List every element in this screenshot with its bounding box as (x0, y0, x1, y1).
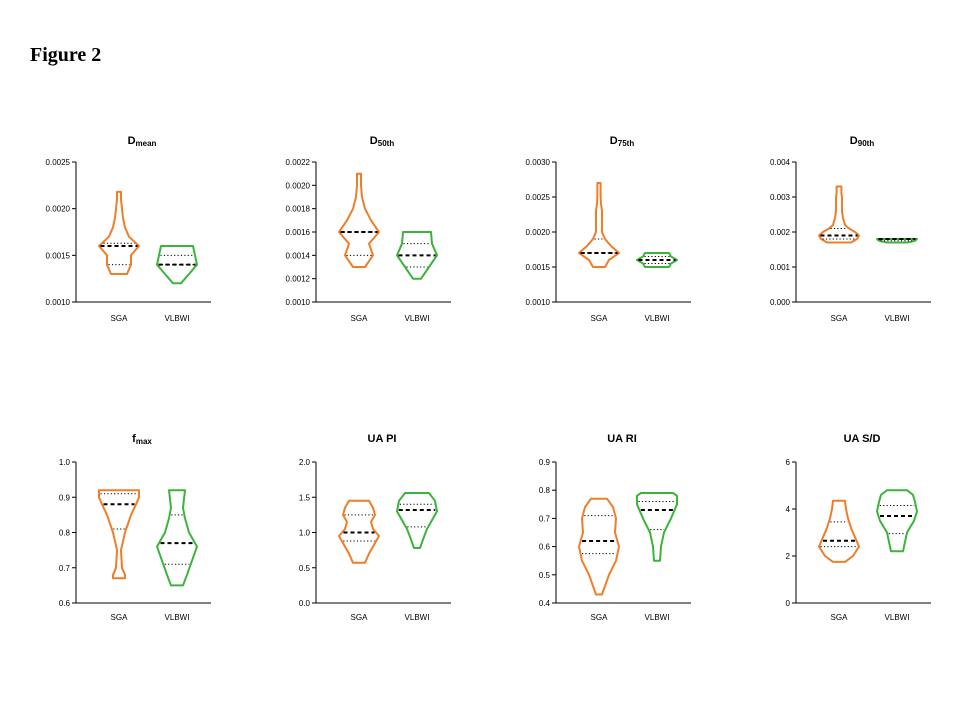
x-tick-label: SGA (351, 314, 369, 323)
chart-panel-2: D50th 0.0010 0.0012 0.0014 0.0016 0.0018 0.002… (286, 135, 451, 323)
x-tick-label: SGA (591, 314, 609, 323)
y-tick-label: 0.0010 (46, 298, 71, 307)
violin-sga (98, 190, 140, 275)
violin-sga (578, 182, 620, 268)
y-tick-label: 0.6 (59, 599, 71, 608)
violin-sga (818, 499, 860, 563)
chart-title: D75th (610, 135, 635, 148)
y-tick-label: 1.5 (299, 493, 311, 502)
y-tick-label: 0.0020 (526, 228, 551, 237)
chart-panel-5: fmax 0.6 0.7 0.8 0.9 1.0 SGA VLBWI (59, 433, 211, 622)
figure-title: Figure 2 (30, 44, 102, 66)
x-tick-label: VLBWI (645, 314, 670, 323)
y-tick-label: 0.0010 (526, 298, 551, 307)
y-tick-label: 0.0010 (286, 298, 311, 307)
violin-vlbwi (156, 245, 198, 285)
x-tick-label: SGA (591, 613, 609, 622)
y-tick-label: 0.0014 (286, 251, 311, 260)
y-tick-label: 0.7 (539, 514, 551, 523)
y-tick-label: 0.5 (539, 571, 551, 580)
y-tick-label: 0.0020 (286, 181, 311, 190)
y-tick-label: 4 (786, 505, 791, 514)
y-tick-label: 0.0030 (526, 158, 551, 167)
chart-panel-4: D90th 0.000 0.001 0.002 0.003 0.004 SGA VLBWI (770, 135, 931, 323)
y-tick-label: 0.8 (59, 529, 71, 538)
y-tick-label: 0.0012 (286, 275, 311, 284)
y-tick-label: 2.0 (299, 458, 311, 467)
chart-title-subscript: 75th (618, 139, 635, 148)
x-tick-label: VLBWI (885, 314, 910, 323)
x-tick-label: SGA (351, 613, 369, 622)
violin-vlbwi (396, 231, 438, 280)
y-tick-label: 1.0 (59, 458, 71, 467)
chart-panel-6: UA PI 0.0 0.5 1.0 1.5 2.0 SGA VLBWI (299, 433, 451, 622)
y-tick-label: 0.0022 (286, 158, 311, 167)
y-tick-label: 0.0015 (46, 251, 71, 260)
chart-panel-1: Dmean 0.0010 0.0015 0.0020 0.0025 SGA VLBWI (46, 135, 211, 323)
chart-title-subscript: mean (136, 139, 157, 148)
violin-vlbwi (156, 489, 198, 587)
chart-title: UA PI (368, 433, 397, 445)
y-tick-label: 0.9 (539, 458, 551, 467)
x-tick-label: SGA (831, 314, 849, 323)
y-tick-label: 0.002 (770, 228, 791, 237)
y-tick-label: 0 (786, 599, 791, 608)
y-tick-label: 0.8 (539, 486, 551, 495)
x-tick-label: VLBWI (645, 613, 670, 622)
chart-title: D50th (370, 135, 395, 148)
y-tick-label: 0.0018 (286, 205, 311, 214)
violin-sga (338, 172, 380, 268)
x-tick-label: SGA (111, 314, 129, 323)
violin-vlbwi (876, 238, 918, 244)
x-tick-label: VLBWI (405, 314, 430, 323)
x-tick-label: SGA (111, 613, 129, 622)
y-tick-label: 0.0025 (46, 158, 71, 167)
chart-panel-8: UA S/D 0 2 4 6 SGA VLBWI (786, 433, 931, 622)
violin-vlbwi (636, 252, 678, 268)
y-tick-label: 0.0016 (286, 228, 311, 237)
y-tick-label: 2 (786, 552, 791, 561)
x-tick-label: VLBWI (405, 613, 430, 622)
chart-title: D90th (850, 135, 875, 148)
y-tick-label: 6 (786, 458, 791, 467)
y-tick-label: 0.001 (770, 263, 791, 272)
violin-vlbwi (876, 489, 918, 553)
chart-title: fmax (132, 433, 152, 446)
y-tick-label: 0.4 (539, 599, 551, 608)
chart-panel-3: D75th 0.0010 0.0015 0.0020 0.0025 0.0030 SGA VL… (526, 135, 691, 323)
y-tick-label: 0.0025 (526, 193, 551, 202)
chart-title: Dmean (128, 135, 157, 148)
chart-title-subscript: max (136, 437, 153, 446)
y-tick-label: 0.7 (59, 564, 71, 573)
y-tick-label: 0.004 (770, 158, 791, 167)
violin-vlbwi (636, 492, 678, 562)
y-tick-label: 0.0015 (526, 263, 551, 272)
chart-title: UA S/D (844, 433, 881, 445)
violin-vlbwi (396, 492, 438, 549)
chart-title: UA RI (607, 433, 637, 445)
y-tick-label: 1.0 (299, 529, 311, 538)
chart-title-subscript: 90th (858, 139, 875, 148)
y-tick-label: 0.000 (770, 298, 791, 307)
y-tick-label: 0.0020 (46, 205, 71, 214)
x-tick-label: VLBWI (165, 613, 190, 622)
x-tick-label: VLBWI (165, 314, 190, 323)
y-tick-label: 0.5 (299, 564, 311, 573)
y-tick-label: 0.0 (299, 599, 311, 608)
y-tick-label: 0.003 (770, 193, 791, 202)
violin-sga (98, 489, 140, 580)
x-tick-label: VLBWI (885, 613, 910, 622)
y-tick-label: 0.6 (539, 543, 551, 552)
chart-panel-7: UA RI 0.4 0.5 0.6 0.7 0.8 0.9 SGA VLBWI (539, 433, 691, 622)
y-tick-label: 0.9 (59, 493, 71, 502)
x-tick-label: SGA (831, 613, 849, 622)
violin-sga (578, 497, 620, 596)
chart-title-subscript: 50th (378, 139, 395, 148)
violin-sga (818, 185, 860, 244)
